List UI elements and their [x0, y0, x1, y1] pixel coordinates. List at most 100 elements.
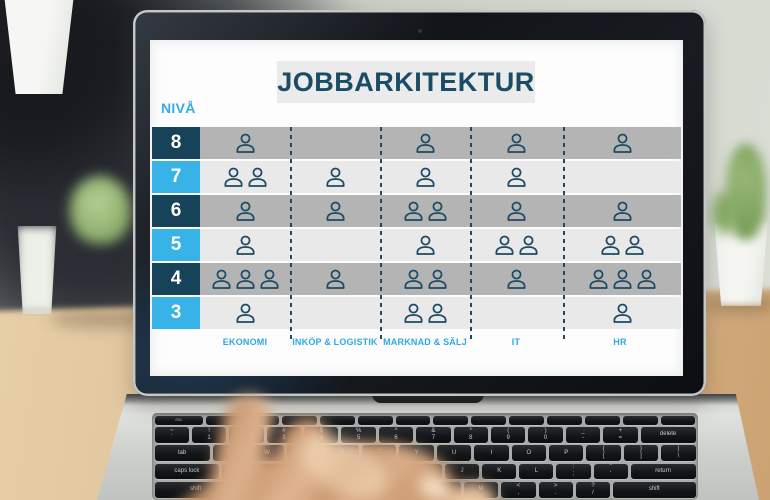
level-number: 7	[152, 161, 200, 193]
level-axis-label: NIVÅ	[161, 100, 196, 116]
person-icon	[612, 201, 632, 221]
key-_--: _ -	[565, 427, 601, 443]
key-shift: shift	[613, 481, 696, 498]
webcam-icon	[417, 29, 422, 33]
org-cell	[563, 195, 681, 227]
column-label: INKÖP & LOGISTIK	[292, 337, 378, 347]
key-{-[: { [	[586, 445, 621, 461]
level-row-4: 4	[152, 263, 681, 295]
org-cell	[563, 263, 681, 295]
person-icon	[235, 201, 255, 221]
org-cell	[380, 127, 470, 159]
key-i: I	[474, 445, 509, 461]
person-icon	[235, 133, 255, 153]
person-icon	[415, 235, 435, 255]
org-cell	[380, 263, 470, 295]
level-number: 8	[152, 127, 200, 159]
lid-notch	[372, 394, 484, 403]
person-icon	[612, 133, 632, 153]
key-^-6: ^ 6	[378, 427, 414, 443]
person-icon	[427, 201, 447, 221]
key-%-5: % 5	[341, 427, 376, 443]
person-icon	[507, 269, 526, 289]
column-separator	[380, 127, 382, 339]
key-l: L	[519, 463, 554, 480]
org-cell	[200, 229, 290, 261]
person-icon	[325, 167, 345, 187]
org-cell	[380, 195, 470, 227]
person-icon	[507, 201, 526, 221]
org-cell	[470, 195, 563, 227]
key-<-,: < ,	[501, 481, 536, 498]
person-icon	[600, 235, 620, 255]
person-icon	[235, 303, 255, 323]
person-icon	[247, 167, 267, 187]
level-row-5: 5	[152, 229, 681, 261]
level-number: 5	[152, 229, 200, 261]
person-icon	[612, 269, 632, 289]
key-~-`: ~ `	[154, 427, 189, 443]
small-plant-pot	[17, 226, 57, 314]
column-separator	[470, 127, 472, 339]
key-u: U	[436, 445, 472, 461]
key-|-\: | \	[661, 445, 696, 461]
key->-.: > .	[538, 481, 573, 498]
person-icon	[415, 133, 435, 153]
level-number: 4	[152, 263, 200, 295]
org-cell	[290, 195, 380, 227]
key-p: P	[549, 445, 584, 461]
column-label: IT	[511, 337, 521, 347]
person-icon	[415, 167, 435, 187]
person-icon	[427, 303, 447, 323]
column-separator	[290, 127, 292, 339]
person-icon	[519, 235, 538, 255]
fingertip	[448, 483, 496, 500]
key-return: return	[630, 463, 696, 480]
key-j: J	[445, 463, 480, 480]
key-}-]: } ]	[623, 445, 659, 461]
person-icon	[211, 269, 231, 289]
person-icon	[223, 167, 243, 187]
key-&-7: & 7	[416, 427, 451, 443]
pot-shadow	[50, 310, 150, 328]
key-tab: tab	[154, 445, 210, 461]
level-row-6: 6	[152, 195, 681, 227]
person-icon	[325, 201, 345, 221]
org-cell	[200, 195, 290, 227]
level-row-8: 8	[152, 127, 681, 159]
key-(-9: ( 9	[491, 427, 526, 443]
person-icon	[259, 269, 279, 289]
org-cell	[380, 229, 470, 261]
org-cell	[200, 297, 290, 329]
key-fn	[357, 415, 393, 425]
key-*-8: * 8	[453, 427, 489, 443]
key-caps-lock: caps lock	[154, 463, 220, 480]
org-cell	[470, 263, 563, 295]
person-icon	[403, 269, 423, 289]
key-o: O	[511, 445, 547, 461]
key-fn	[319, 415, 355, 425]
key-fn	[547, 415, 582, 425]
org-cell	[470, 229, 563, 261]
key-fn	[433, 415, 469, 425]
level-number: 6	[152, 195, 200, 227]
key-fn	[395, 415, 431, 425]
key-fn	[584, 415, 620, 425]
person-icon	[427, 269, 447, 289]
person-icon	[325, 269, 345, 289]
key-esc: esc	[154, 415, 204, 425]
key-?-/: ? /	[575, 481, 611, 498]
key-!-1: ! 1	[191, 427, 227, 443]
slide-title-band: JOBBARKITEKTUR	[277, 61, 535, 103]
org-cell	[470, 161, 563, 193]
key-k: K	[482, 463, 517, 480]
org-cell	[200, 263, 290, 295]
key-fn	[622, 415, 658, 425]
column-label: MARKNAD & SÄLJ	[383, 337, 467, 347]
left-plant-pot	[4, 0, 74, 94]
level-row-3: 3	[152, 297, 681, 329]
column-label: EKONOMI	[222, 337, 268, 347]
person-icon	[507, 133, 526, 153]
